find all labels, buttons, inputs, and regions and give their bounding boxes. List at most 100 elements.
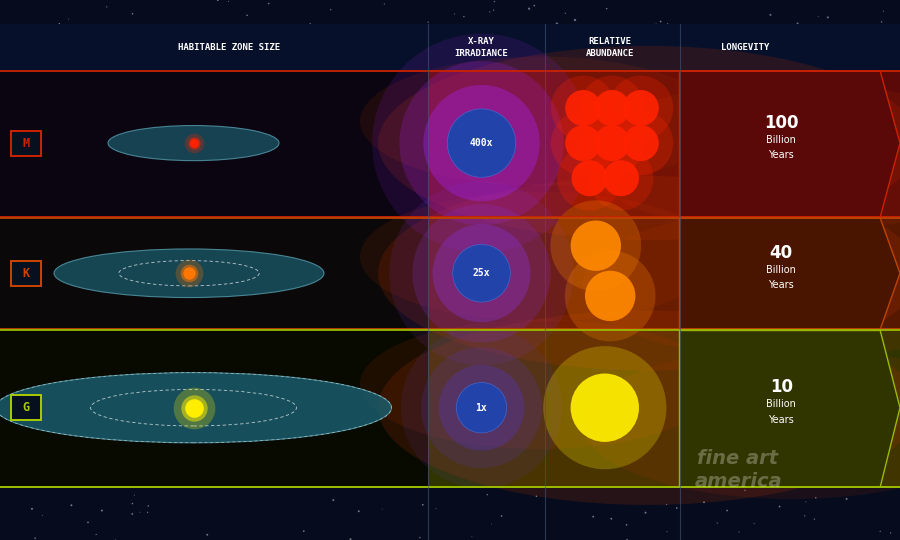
Point [765,240,779,249]
Point [138,188,152,197]
Point [446,136,461,144]
Point [511,79,526,87]
Point [522,4,536,13]
Point [312,92,327,101]
Point [15,472,30,481]
Point [778,229,793,238]
Point [116,452,130,461]
Point [587,71,601,80]
Point [318,457,332,465]
Point [239,171,254,179]
Point [827,118,842,126]
Point [812,220,826,229]
Point [32,288,46,297]
Point [808,494,823,502]
Point [1,277,15,286]
Text: 10: 10 [770,378,793,396]
Point [663,78,678,87]
Point [348,419,363,428]
Polygon shape [680,330,900,487]
Point [595,35,609,44]
Point [586,512,600,521]
Point [831,333,845,341]
Ellipse shape [551,111,616,176]
Point [450,120,464,129]
Point [430,268,445,277]
Point [689,113,704,122]
Point [841,44,855,53]
Point [405,192,419,200]
Point [205,205,220,214]
Point [473,110,488,118]
Point [734,163,748,171]
Point [886,314,900,323]
Point [217,407,231,415]
Point [769,259,783,268]
Point [693,199,707,208]
Point [559,148,573,157]
Point [861,228,876,237]
Point [204,180,219,188]
Point [472,222,487,231]
Point [287,364,302,373]
Point [744,52,759,60]
Point [757,135,771,144]
Ellipse shape [585,271,635,321]
Point [738,233,752,242]
Point [780,192,795,200]
Point [30,431,44,440]
Point [428,504,443,513]
Point [481,37,495,45]
Point [857,383,871,391]
Point [604,515,618,523]
Point [314,414,328,423]
Point [797,349,812,358]
Point [824,202,838,211]
Point [534,222,548,231]
Point [540,240,554,248]
Point [278,454,293,463]
Point [343,535,357,540]
Point [374,408,389,417]
Point [478,94,492,103]
Point [302,29,316,38]
Point [861,323,876,332]
Text: HABITABLE ZONE SIZE: HABITABLE ZONE SIZE [178,43,281,52]
Point [329,429,344,437]
Point [0,243,11,252]
Point [752,185,767,194]
Point [114,230,129,239]
Point [648,447,662,456]
Point [328,405,342,414]
Ellipse shape [582,209,900,360]
Point [829,239,843,248]
Point [89,530,104,539]
Point [756,160,770,168]
Point [329,427,344,435]
Point [409,422,423,431]
Point [854,183,868,191]
Point [211,226,225,235]
Point [50,201,65,210]
Point [55,107,69,116]
Ellipse shape [421,347,542,468]
Point [831,75,845,84]
Point [678,262,692,271]
Point [18,101,32,110]
Point [604,61,618,70]
Point [866,285,880,293]
Point [728,453,742,461]
Point [447,10,462,18]
Point [660,407,674,416]
Point [499,450,513,459]
Point [328,442,342,451]
Point [241,70,256,78]
Point [391,63,405,72]
Point [352,507,366,516]
Point [124,112,139,120]
Point [494,511,508,520]
Point [24,227,39,236]
Text: Years: Years [769,415,794,424]
Ellipse shape [594,90,630,126]
Point [886,150,900,158]
